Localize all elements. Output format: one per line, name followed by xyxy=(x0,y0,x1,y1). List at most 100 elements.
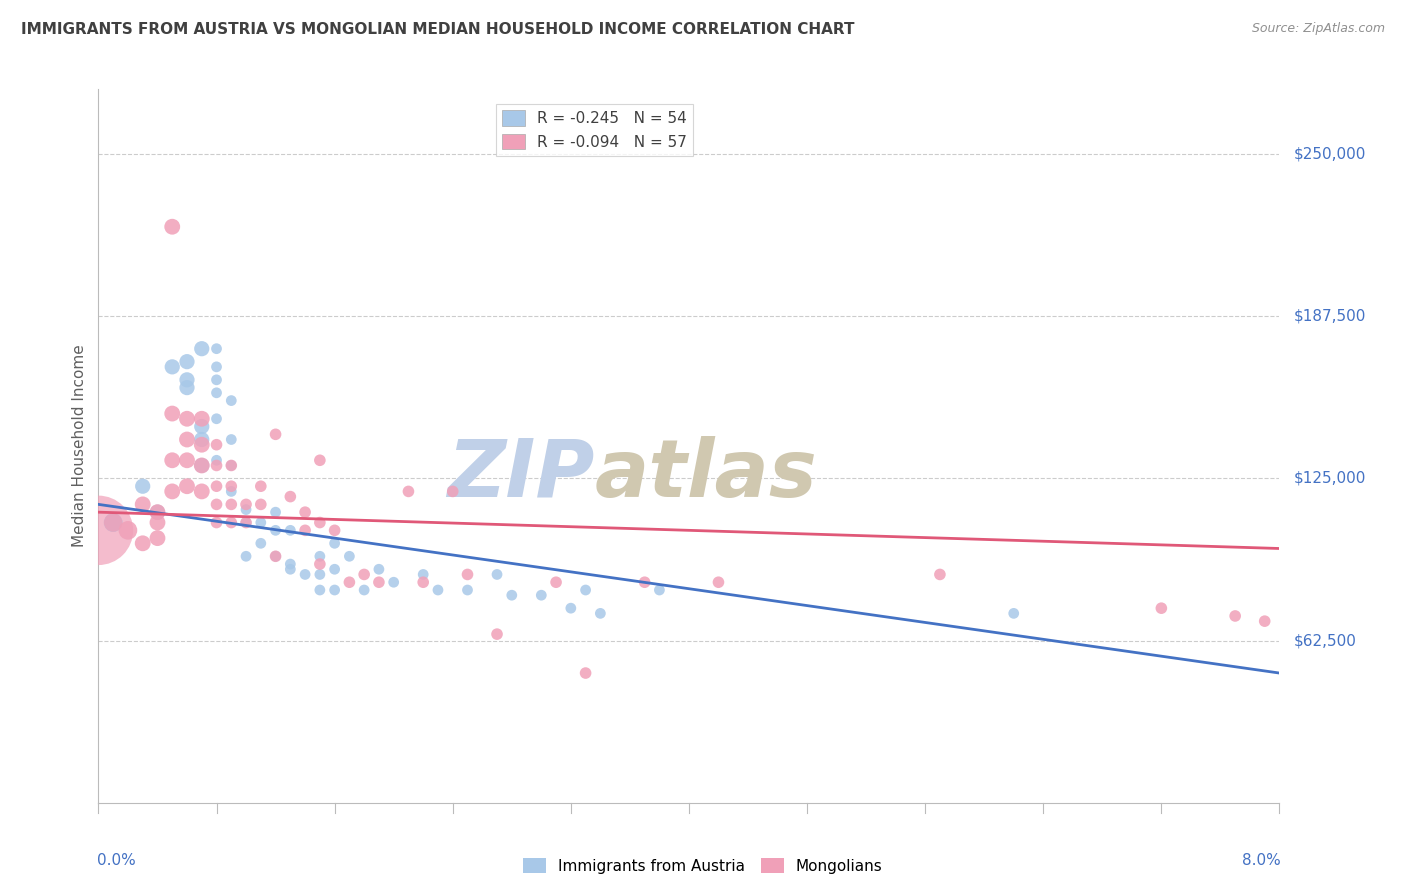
Point xyxy=(323,536,346,550)
Point xyxy=(176,373,198,387)
Point xyxy=(337,575,360,590)
Point xyxy=(219,484,242,499)
Point xyxy=(205,497,228,511)
Point xyxy=(426,582,449,597)
Point xyxy=(278,524,301,538)
Point xyxy=(308,567,332,582)
Point xyxy=(574,582,596,597)
Point xyxy=(1002,607,1025,621)
Text: 8.0%: 8.0% xyxy=(1241,853,1281,868)
Point xyxy=(294,524,316,538)
Point xyxy=(485,627,508,641)
Text: atlas: atlas xyxy=(595,435,817,514)
Point xyxy=(191,342,214,356)
Point xyxy=(530,588,553,602)
Point xyxy=(176,433,198,447)
Point xyxy=(191,419,214,434)
Point xyxy=(250,536,273,550)
Point xyxy=(205,438,228,452)
Point xyxy=(707,575,730,590)
Point xyxy=(191,484,214,499)
Point xyxy=(219,433,242,447)
Point xyxy=(219,479,242,493)
Point xyxy=(191,458,214,473)
Point xyxy=(323,582,346,597)
Point xyxy=(278,490,301,504)
Point xyxy=(162,453,183,467)
Point xyxy=(278,557,301,571)
Legend: R = -0.245   N = 54, R = -0.094   N = 57: R = -0.245 N = 54, R = -0.094 N = 57 xyxy=(496,104,693,156)
Point xyxy=(235,497,257,511)
Text: ZIP: ZIP xyxy=(447,435,595,514)
Text: 0.0%: 0.0% xyxy=(97,853,136,868)
Point xyxy=(308,549,332,564)
Point xyxy=(87,524,110,538)
Point xyxy=(176,354,198,368)
Point xyxy=(560,601,582,615)
Point xyxy=(191,433,214,447)
Point xyxy=(250,497,273,511)
Point xyxy=(103,516,124,530)
Point xyxy=(191,411,214,425)
Point xyxy=(412,575,434,590)
Point xyxy=(353,582,375,597)
Point xyxy=(205,516,228,530)
Text: $187,500: $187,500 xyxy=(1294,309,1365,324)
Point xyxy=(235,516,257,530)
Point xyxy=(353,567,375,582)
Point xyxy=(574,666,596,681)
Point xyxy=(308,557,332,571)
Point xyxy=(205,458,228,473)
Point xyxy=(928,567,950,582)
Point xyxy=(337,549,360,564)
Text: $250,000: $250,000 xyxy=(1294,146,1365,161)
Point xyxy=(308,453,332,467)
Point xyxy=(219,393,242,408)
Text: $62,500: $62,500 xyxy=(1294,633,1357,648)
Point xyxy=(219,458,242,473)
Legend: Immigrants from Austria, Mongolians: Immigrants from Austria, Mongolians xyxy=(517,852,889,880)
Point xyxy=(205,411,228,425)
Point xyxy=(176,411,198,425)
Point xyxy=(205,385,228,400)
Text: IMMIGRANTS FROM AUSTRIA VS MONGOLIAN MEDIAN HOUSEHOLD INCOME CORRELATION CHART: IMMIGRANTS FROM AUSTRIA VS MONGOLIAN MED… xyxy=(21,22,855,37)
Point xyxy=(205,479,228,493)
Point xyxy=(235,549,257,564)
Point xyxy=(176,479,198,493)
Point xyxy=(441,484,464,499)
Point xyxy=(367,575,389,590)
Point xyxy=(544,575,567,590)
Point xyxy=(648,582,671,597)
Point xyxy=(146,516,169,530)
Point xyxy=(235,516,257,530)
Point xyxy=(162,407,183,421)
Point xyxy=(264,427,287,442)
Point xyxy=(176,453,198,467)
Point xyxy=(132,536,155,550)
Point xyxy=(323,562,346,576)
Point xyxy=(205,373,228,387)
Text: $125,000: $125,000 xyxy=(1294,471,1365,486)
Point xyxy=(146,505,169,519)
Point xyxy=(1223,609,1246,624)
Point xyxy=(633,575,655,590)
Point xyxy=(308,582,332,597)
Point xyxy=(367,562,389,576)
Point xyxy=(132,497,155,511)
Point xyxy=(501,588,523,602)
Point xyxy=(278,562,301,576)
Point xyxy=(176,381,198,395)
Point xyxy=(456,582,478,597)
Point xyxy=(396,484,419,499)
Point xyxy=(264,524,287,538)
Point xyxy=(162,484,183,499)
Point xyxy=(294,567,316,582)
Point xyxy=(146,505,169,519)
Point xyxy=(1254,614,1277,628)
Point xyxy=(264,505,287,519)
Point xyxy=(219,458,242,473)
Point xyxy=(132,479,155,493)
Point xyxy=(485,567,508,582)
Point xyxy=(219,497,242,511)
Point xyxy=(117,524,139,538)
